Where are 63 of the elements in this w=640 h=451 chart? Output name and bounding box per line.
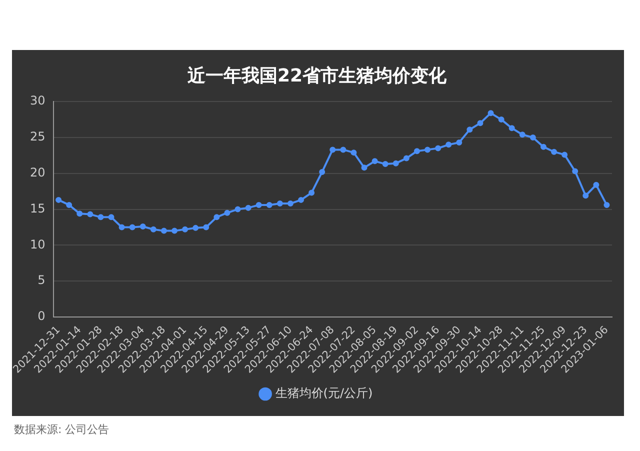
point xyxy=(361,164,368,171)
point xyxy=(604,202,610,208)
y-tick-label: 20 xyxy=(30,166,46,180)
point xyxy=(372,158,378,164)
point xyxy=(350,150,357,156)
point xyxy=(488,110,494,116)
point xyxy=(266,202,272,208)
chart-title: 近一年我国22省市生猪均价变化 xyxy=(186,65,448,86)
point xyxy=(108,214,114,220)
point xyxy=(508,125,515,132)
point xyxy=(172,228,178,234)
point xyxy=(530,134,536,140)
legend-label: 生猪均价(元/公斤) xyxy=(275,386,373,400)
point xyxy=(424,146,431,153)
point xyxy=(276,200,283,207)
point xyxy=(140,224,146,230)
point xyxy=(382,161,388,168)
point xyxy=(551,148,558,155)
y-tick-label: 5 xyxy=(38,273,46,288)
point xyxy=(392,160,399,166)
point xyxy=(234,206,241,212)
point xyxy=(403,155,410,162)
point xyxy=(287,200,294,207)
point xyxy=(245,204,252,211)
y-tick-label: 10 xyxy=(30,237,46,252)
point xyxy=(466,126,473,133)
point xyxy=(562,152,568,158)
point xyxy=(446,142,452,148)
point xyxy=(593,182,600,188)
point xyxy=(150,226,156,232)
point xyxy=(56,196,62,203)
point xyxy=(87,211,94,218)
point xyxy=(66,202,72,208)
point xyxy=(582,192,589,199)
point xyxy=(118,224,125,230)
y-tick-label: 25 xyxy=(30,130,46,144)
point xyxy=(498,116,504,123)
point xyxy=(477,120,484,126)
point xyxy=(330,146,336,153)
point xyxy=(192,224,199,231)
y-tick-label: 30 xyxy=(30,94,46,108)
point xyxy=(456,140,462,146)
point xyxy=(214,214,220,220)
point xyxy=(203,224,210,230)
point xyxy=(319,168,326,175)
point xyxy=(540,144,546,150)
point xyxy=(519,132,526,138)
point xyxy=(224,210,230,216)
point xyxy=(435,145,442,152)
point xyxy=(98,214,104,220)
y-tick-label: 15 xyxy=(30,201,46,216)
point xyxy=(256,202,262,208)
point xyxy=(340,146,346,153)
point xyxy=(76,210,83,217)
point xyxy=(572,168,578,174)
point xyxy=(182,226,188,232)
y-tick-label: 0 xyxy=(38,309,46,324)
point xyxy=(414,148,420,154)
point xyxy=(298,196,304,203)
point xyxy=(160,228,167,234)
point xyxy=(308,190,315,196)
source-note: 数据来源: 公司公告 xyxy=(14,422,110,437)
point xyxy=(129,224,136,230)
